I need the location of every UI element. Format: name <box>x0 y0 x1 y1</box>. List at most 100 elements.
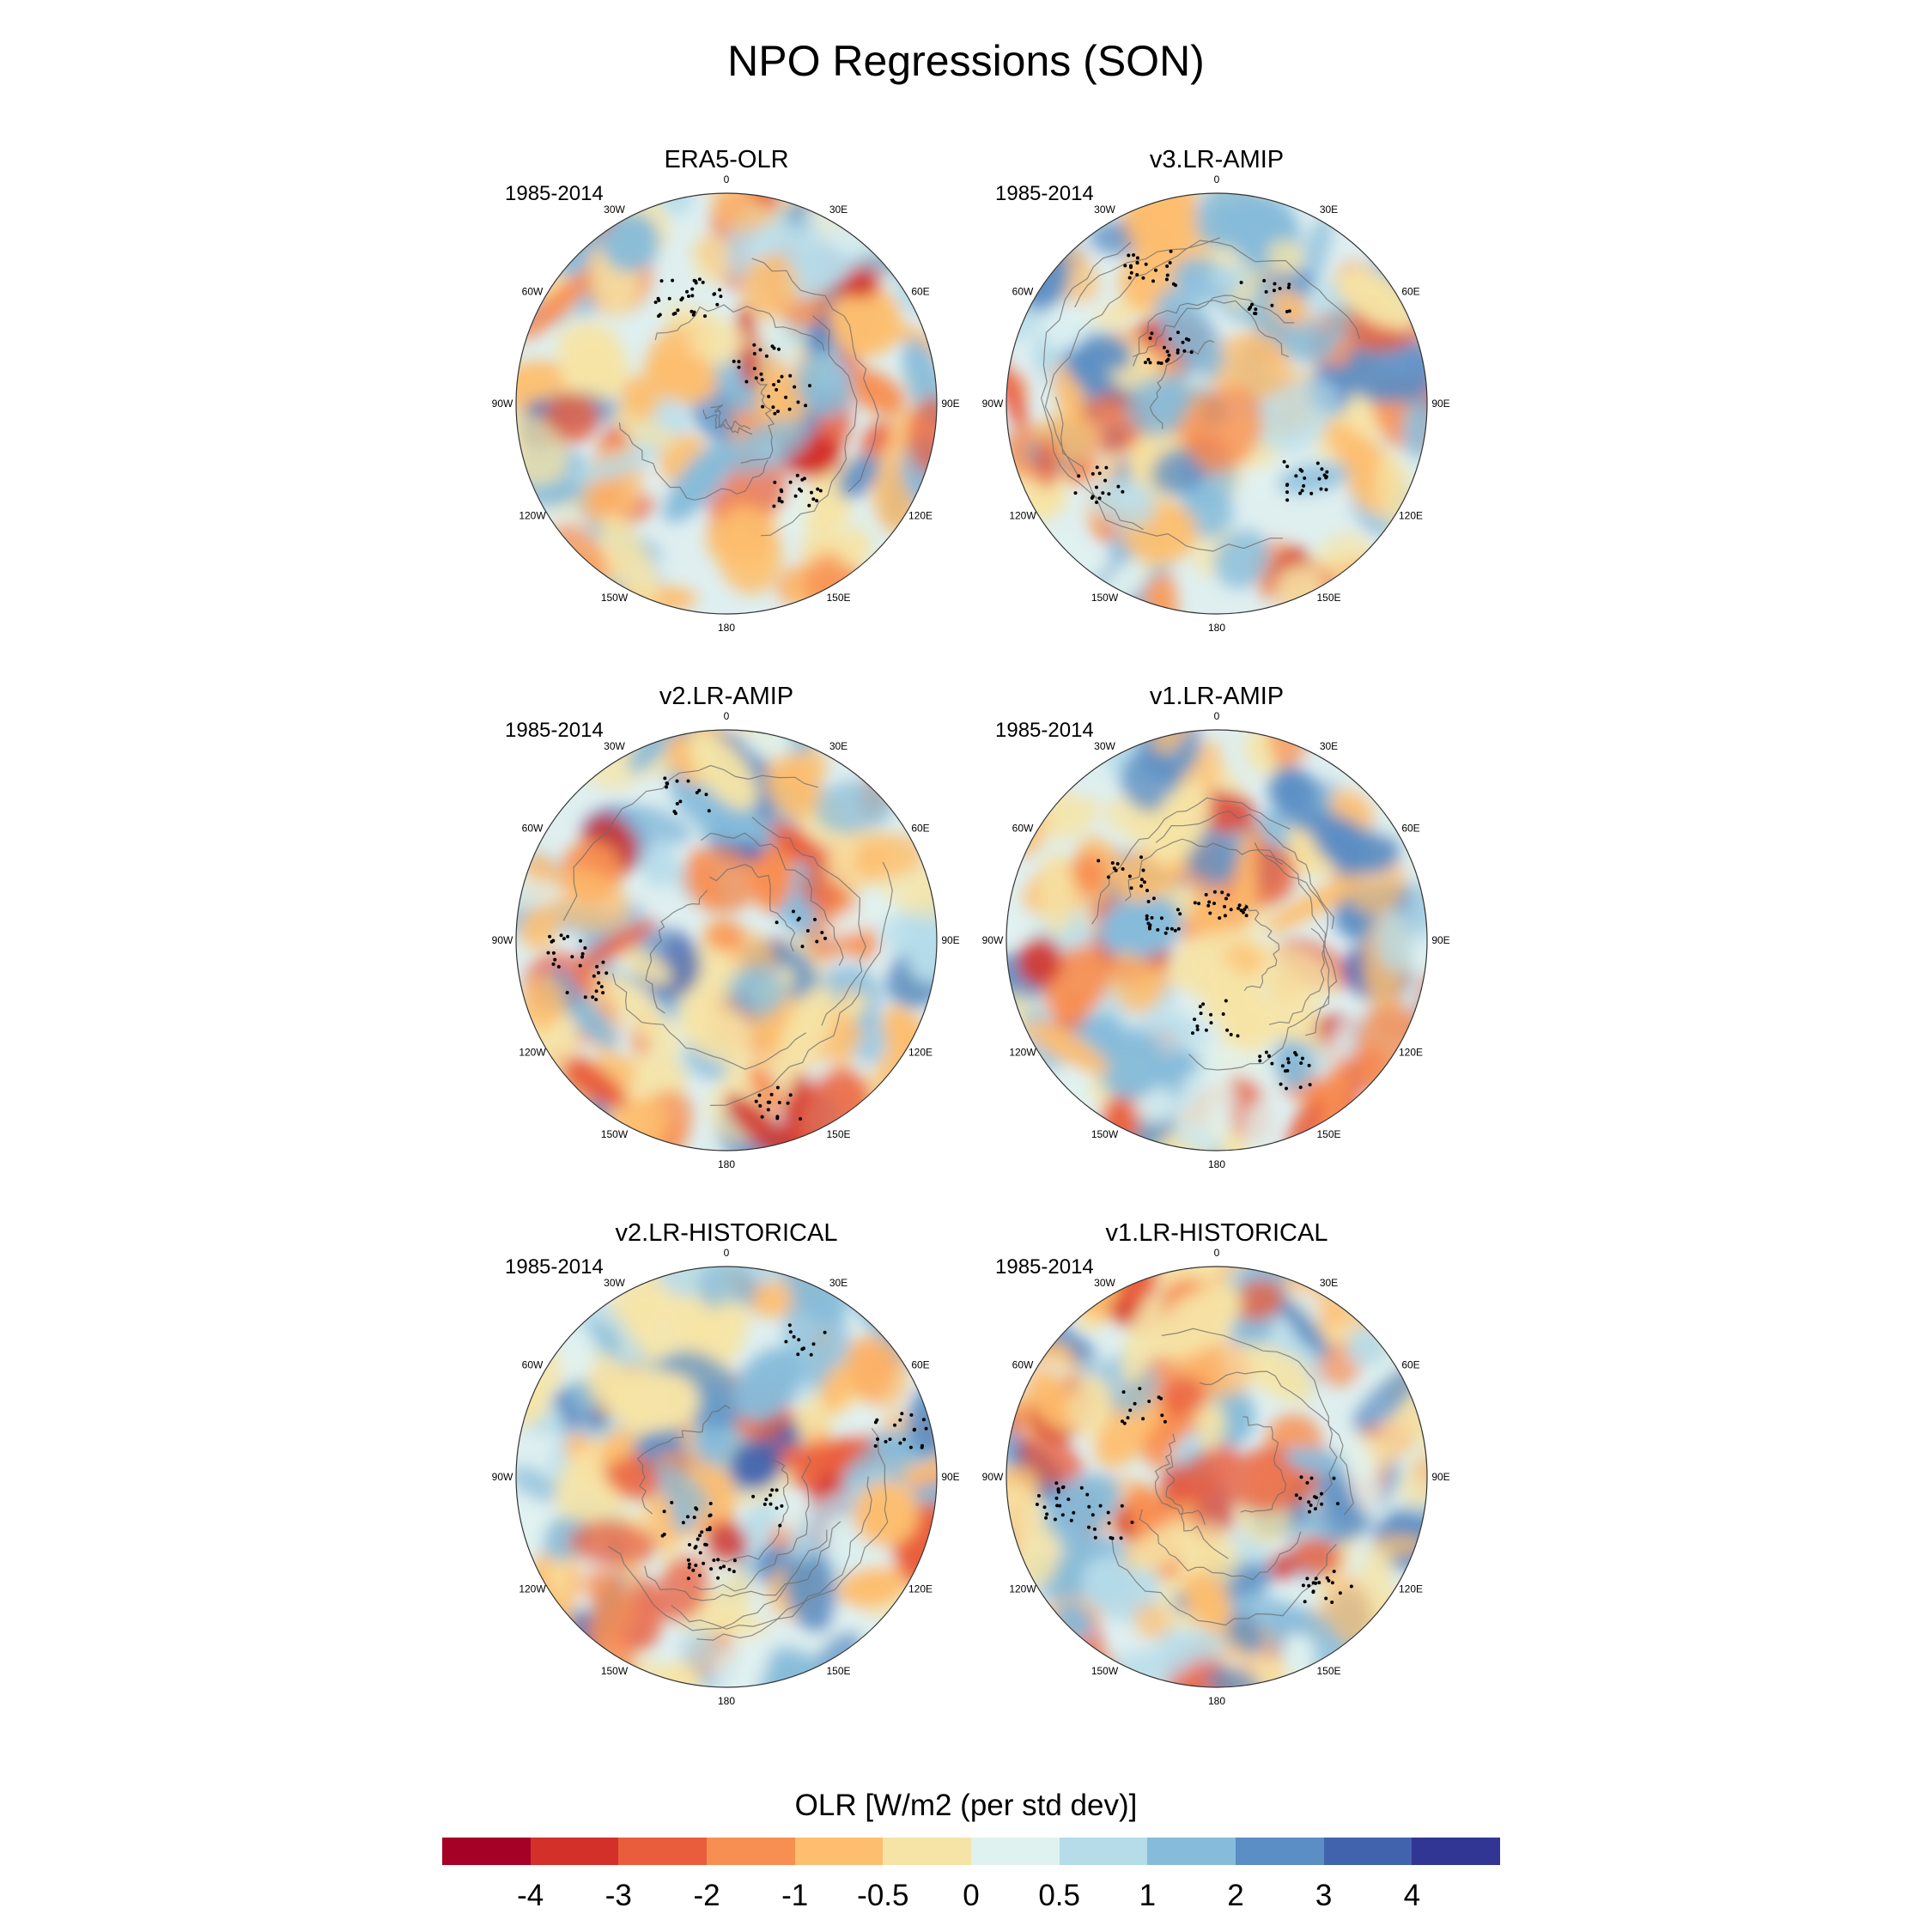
stipple-dot <box>1148 361 1152 365</box>
stipple-dot <box>1330 1601 1334 1604</box>
anomaly-blob <box>1133 1603 1171 1640</box>
anomaly-blob <box>1072 853 1108 895</box>
stipple-dot <box>1286 1057 1291 1061</box>
stipple-dot <box>1201 1002 1206 1006</box>
anomaly-blob <box>1182 1571 1232 1631</box>
stipple-dot <box>1035 1503 1039 1506</box>
longitude-label: 120W <box>1009 1047 1036 1059</box>
stipple-dot <box>1209 1012 1213 1017</box>
anomaly-blob <box>1149 1267 1228 1293</box>
stipple-dot <box>762 1502 767 1506</box>
stipple-dot <box>1317 1581 1321 1585</box>
stipple-dot <box>1218 916 1222 920</box>
anomaly-blob <box>516 408 569 487</box>
stipple-dot <box>1148 923 1152 927</box>
coastline <box>702 409 751 430</box>
stipple-dot <box>556 964 561 969</box>
anomaly-blob <box>1278 323 1338 363</box>
longitude-label: 30W <box>604 1277 625 1289</box>
stipple-dot <box>694 1545 698 1549</box>
stipple-dot <box>713 292 717 296</box>
coastline <box>654 304 825 351</box>
coastline <box>1133 299 1290 358</box>
stipple-dot <box>583 946 587 950</box>
anomaly-blob <box>1126 376 1188 438</box>
stipple-dot <box>1042 1505 1047 1510</box>
stipple-dot <box>752 367 756 371</box>
anomaly-blob <box>733 1347 803 1421</box>
anomaly-blob <box>621 805 691 844</box>
coastline <box>692 1455 811 1592</box>
stipple-dot <box>893 1423 896 1427</box>
stipple-dot <box>1097 471 1102 476</box>
stipple-dot <box>760 1115 764 1119</box>
stipple-dot <box>1176 350 1180 355</box>
longitude-label: 0 <box>724 173 730 185</box>
stipple-dot <box>1285 465 1290 469</box>
stipple-dot <box>1141 868 1145 872</box>
stipple-dot <box>811 497 816 501</box>
stipple-dot <box>715 302 720 307</box>
stipple-dot <box>778 1523 782 1528</box>
stipple-dot <box>1127 253 1131 258</box>
stipple-dot <box>599 985 604 989</box>
stipple-dot <box>1209 1021 1213 1025</box>
anomaly-blob <box>1342 335 1427 404</box>
stipple-dot <box>597 970 600 975</box>
anomaly-blob <box>1121 748 1181 812</box>
stipple-dot <box>559 933 563 938</box>
colorbar-tick-label: 0.5 <box>1038 1879 1080 1912</box>
stipple-dot <box>788 374 793 378</box>
stipple-dot <box>1270 1061 1274 1066</box>
stipple-dot <box>1324 475 1328 479</box>
stipple-dot <box>1060 1513 1065 1517</box>
stipple-dot <box>1156 927 1160 932</box>
stipple-dot <box>770 1488 775 1492</box>
longitude-label: 180 <box>1208 622 1225 634</box>
longitude-label: 60W <box>522 286 544 298</box>
colorbar-tick-label: -4 <box>517 1879 544 1912</box>
longitude-label: 120W <box>519 510 546 522</box>
longitude-label: 90E <box>941 398 959 410</box>
stipple-dot <box>592 974 596 978</box>
stipple-dot <box>1174 283 1178 288</box>
stipple-dot <box>667 296 671 301</box>
stipple-dot <box>696 1537 700 1541</box>
coastline <box>761 315 858 537</box>
stipple-dot <box>591 995 595 999</box>
anomaly-blob <box>784 1536 836 1634</box>
stipple-dot <box>1303 476 1307 480</box>
stipple-dot <box>1264 289 1268 294</box>
coastline <box>740 377 775 464</box>
stipple-dot <box>703 314 707 319</box>
anomaly-blob <box>689 160 780 196</box>
map-border <box>515 1266 938 1688</box>
polar-map: 180 150E 120E 90E 60E 30E 0 30W 60W 90W 120W 150W <box>982 1247 1450 1707</box>
anomaly-blob <box>1068 1374 1112 1439</box>
coastline <box>1243 903 1280 992</box>
stipple-dot <box>1112 866 1116 871</box>
stipple-dot <box>1303 1600 1307 1604</box>
stipple-dot <box>807 503 811 507</box>
anomaly-blob <box>1223 1609 1265 1654</box>
stipple-dot <box>1285 1086 1288 1091</box>
coastline <box>709 861 893 1106</box>
stipple-dot <box>1236 1034 1240 1038</box>
longitude-label: 90W <box>492 1471 513 1483</box>
map-field <box>516 1267 937 1687</box>
coastline <box>645 890 708 1014</box>
stipple-dot <box>1098 1504 1103 1508</box>
anomaly-blob <box>854 833 925 879</box>
stipple-dot <box>1132 253 1136 257</box>
stipple-dot <box>792 909 795 914</box>
anomaly-blob <box>726 964 787 1017</box>
stipple-dot <box>1157 361 1161 365</box>
stipple-dot <box>1058 1504 1062 1508</box>
anomaly-blob <box>598 1428 635 1464</box>
anomaly-blob <box>1165 1444 1238 1506</box>
stipple-dot <box>653 301 658 304</box>
anomaly-blob <box>1376 908 1415 974</box>
panel-title: ERA5-OLR <box>664 146 789 173</box>
stipple-dot <box>595 964 599 969</box>
stipple-dot <box>708 1513 713 1517</box>
